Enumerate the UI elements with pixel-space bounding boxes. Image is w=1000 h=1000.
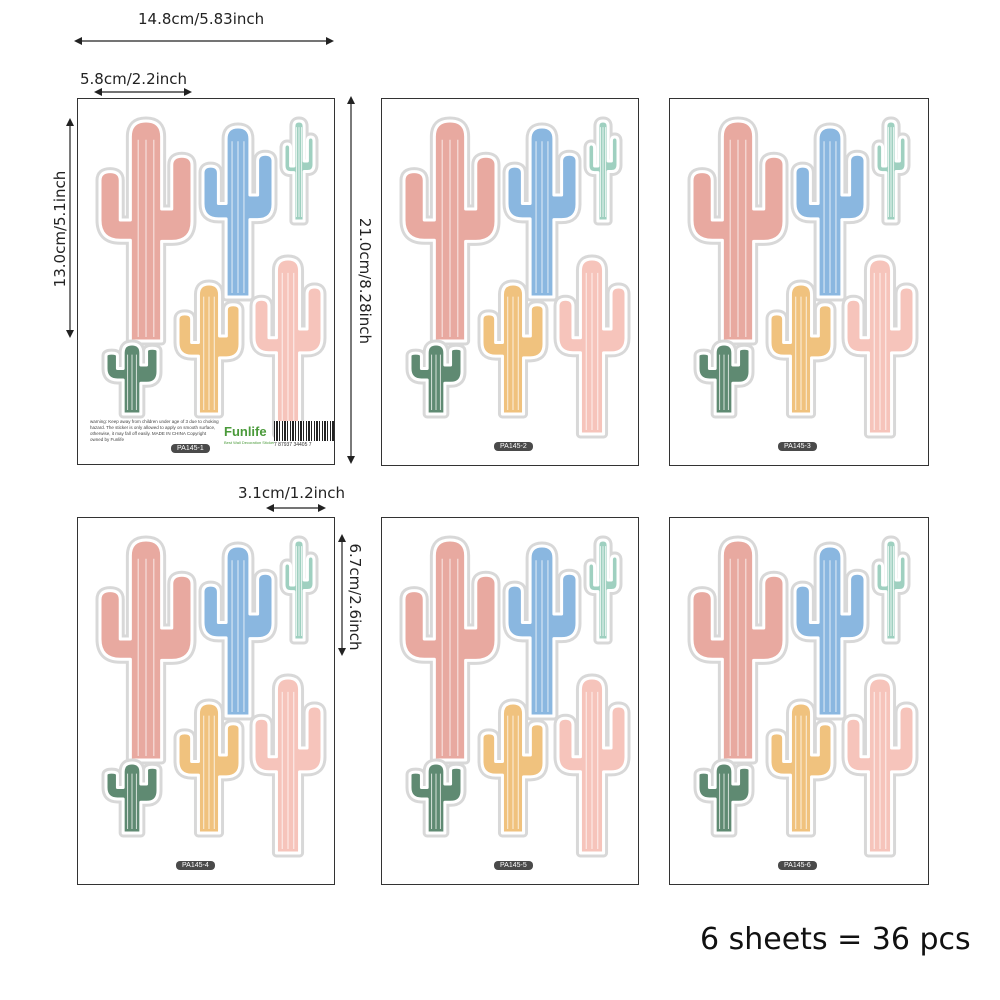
sheet-code: PA145-1 bbox=[171, 444, 210, 453]
barcode bbox=[274, 421, 334, 441]
summary-text: 6 sheets = 36 pcs bbox=[700, 922, 971, 957]
peach-cactus-sticker bbox=[841, 254, 919, 439]
orange-cactus-sticker bbox=[765, 279, 837, 419]
mint-cactus-sticker bbox=[583, 535, 623, 645]
sticker-sheet-6: PA145-6 bbox=[669, 517, 929, 885]
pink-cactus-sticker bbox=[687, 116, 789, 346]
blue-cactus-sticker bbox=[198, 541, 278, 721]
cactus-stickers bbox=[95, 535, 327, 858]
small-cactus-width-label: 3.1cm/1.2inch bbox=[238, 484, 346, 502]
blue-cactus-sticker bbox=[502, 541, 582, 721]
green-cactus-sticker bbox=[101, 339, 163, 419]
green-cactus-sticker bbox=[693, 758, 755, 838]
warning-text: warning: Keep away from children under a… bbox=[90, 419, 219, 442]
mint-cactus-sticker bbox=[583, 116, 623, 226]
peach-cactus-sticker bbox=[553, 254, 631, 439]
large-cactus-width-arrow bbox=[94, 88, 192, 96]
cactus-stickers bbox=[399, 535, 631, 858]
blue-cactus-sticker bbox=[790, 541, 870, 721]
green-cactus-sticker bbox=[101, 758, 163, 838]
orange-cactus-sticker bbox=[173, 279, 245, 419]
pink-cactus-sticker bbox=[399, 116, 501, 346]
green-cactus-sticker bbox=[693, 339, 755, 419]
sheet-code: PA145-3 bbox=[778, 442, 817, 451]
sticker-sheet-3: PA145-3 bbox=[669, 98, 929, 466]
green-cactus-sticker bbox=[405, 339, 467, 419]
brand-tagline: Best Wall Decoration Sticker bbox=[224, 440, 275, 445]
small-cactus-height-arrow bbox=[338, 534, 346, 656]
pink-cactus-sticker bbox=[687, 535, 789, 765]
pink-cactus-sticker bbox=[399, 535, 501, 765]
mint-cactus-sticker bbox=[279, 116, 319, 226]
sheet-height-label: 21.0cm/8.28inch bbox=[356, 217, 374, 345]
sheet-width-label: 14.8cm/5.83inch bbox=[138, 10, 265, 28]
sheet-code: PA145-6 bbox=[778, 861, 817, 870]
sheet-code: PA145-5 bbox=[494, 861, 533, 870]
orange-cactus-sticker bbox=[173, 698, 245, 838]
cactus-stickers bbox=[687, 116, 919, 439]
mint-cactus-sticker bbox=[871, 116, 911, 226]
mint-cactus-sticker bbox=[871, 535, 911, 645]
small-cactus-width-arrow bbox=[266, 504, 326, 512]
cactus-stickers bbox=[399, 116, 631, 439]
peach-cactus-sticker bbox=[249, 673, 327, 858]
peach-cactus-sticker bbox=[553, 673, 631, 858]
blue-cactus-sticker bbox=[502, 122, 582, 302]
orange-cactus-sticker bbox=[765, 698, 837, 838]
blue-cactus-sticker bbox=[198, 122, 278, 302]
peach-cactus-sticker bbox=[249, 254, 327, 439]
orange-cactus-sticker bbox=[477, 698, 549, 838]
large-cactus-height-arrow bbox=[66, 118, 74, 338]
sheet-height-arrow bbox=[347, 96, 355, 464]
blue-cactus-sticker bbox=[790, 122, 870, 302]
sticker-sheet-4: PA145-4 bbox=[77, 517, 335, 885]
green-cactus-sticker bbox=[405, 758, 467, 838]
brand-logo: Funlife bbox=[224, 424, 267, 439]
peach-cactus-sticker bbox=[841, 673, 919, 858]
sticker-sheet-5: PA145-5 bbox=[381, 517, 639, 885]
pink-cactus-sticker bbox=[95, 116, 197, 346]
sheet-code: PA145-2 bbox=[494, 442, 533, 451]
large-cactus-width-label: 5.8cm/2.2inch bbox=[80, 70, 188, 88]
cactus-stickers bbox=[687, 535, 919, 858]
orange-cactus-sticker bbox=[477, 279, 549, 419]
mint-cactus-sticker bbox=[279, 535, 319, 645]
sticker-sheet-2: PA145-2 bbox=[381, 98, 639, 466]
pink-cactus-sticker bbox=[95, 535, 197, 765]
barcode-number: 7 87937 34405 7 bbox=[274, 442, 312, 448]
sheet-code: PA145-4 bbox=[176, 861, 215, 870]
cactus-stickers bbox=[95, 116, 327, 439]
sticker-sheet-1: warning: Keep away from children under a… bbox=[77, 98, 335, 465]
sheet-width-arrow bbox=[74, 37, 334, 45]
